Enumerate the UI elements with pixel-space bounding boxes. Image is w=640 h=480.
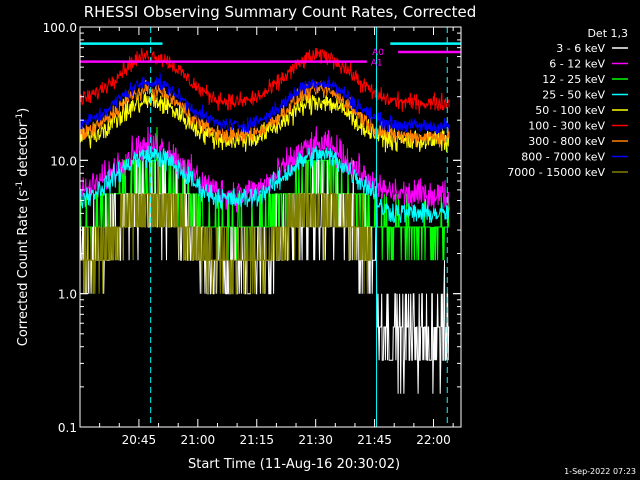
legend-entry-label: 7000 - 15000 keV [507,166,605,179]
x-tick-label: 20:45 [122,433,157,447]
flag-label-A0: A0 [372,48,384,58]
x-tick-label: 22:00 [416,433,451,447]
x-tick-label: 21:15 [239,433,274,447]
legend-title: Det 1,3 [587,27,628,40]
legend: Det 1,3 3 - 6 keV 6 - 12 keV 12 - 25 keV 25… [507,27,628,179]
chart-title: RHESSI Observing Summary Count Rates, Co… [84,3,477,21]
x-tick-label: 21:45 [357,433,392,447]
legend-entry-label: 800 - 7000 keV [521,151,605,164]
y-tick-label: 10.0 [50,154,77,168]
legend-entry-label: 100 - 300 keV [528,120,605,133]
axes: 0.1 1.0 10.0 100.0 20:45 21:00 21:15 21:30 21:45… [43,21,461,447]
y-tick-label: 1.0 [58,288,77,302]
series-line-100_300keV [79,48,450,115]
series-line-6_12keV [79,126,450,213]
flag-label-A1: A1 [371,59,383,69]
legend-entry-label: 12 - 25 keV [542,73,605,86]
series-line-25_50keV [79,145,450,224]
x-tick-label: 21:00 [181,433,216,447]
y-tick-label: 100.0 [43,21,77,35]
legend-entry-label: 3 - 6 keV [556,42,605,55]
x-axis-label: Start Time (11-Aug-16 20:30:02) [188,457,400,472]
x-tick-label: 21:30 [298,433,333,447]
y-tick-label: 0.1 [58,421,77,435]
series-line-7000_15000keV [80,160,372,295]
legend-entry-label: 300 - 800 keV [528,135,605,148]
legend-entry-label: 25 - 50 keV [542,89,605,102]
timestamp: 1-Sep-2022 07:23 [564,467,636,476]
y-axis-label: Corrected Count Rate (s-1 detector-1) [15,108,31,346]
legend-entry-label: 6 - 12 keV [549,58,605,71]
series-line-800_7000keV [79,73,450,135]
plot-frame [79,26,462,428]
legend-entry-label: 50 - 100 keV [535,104,605,117]
series-line-50_100keV [79,92,450,153]
